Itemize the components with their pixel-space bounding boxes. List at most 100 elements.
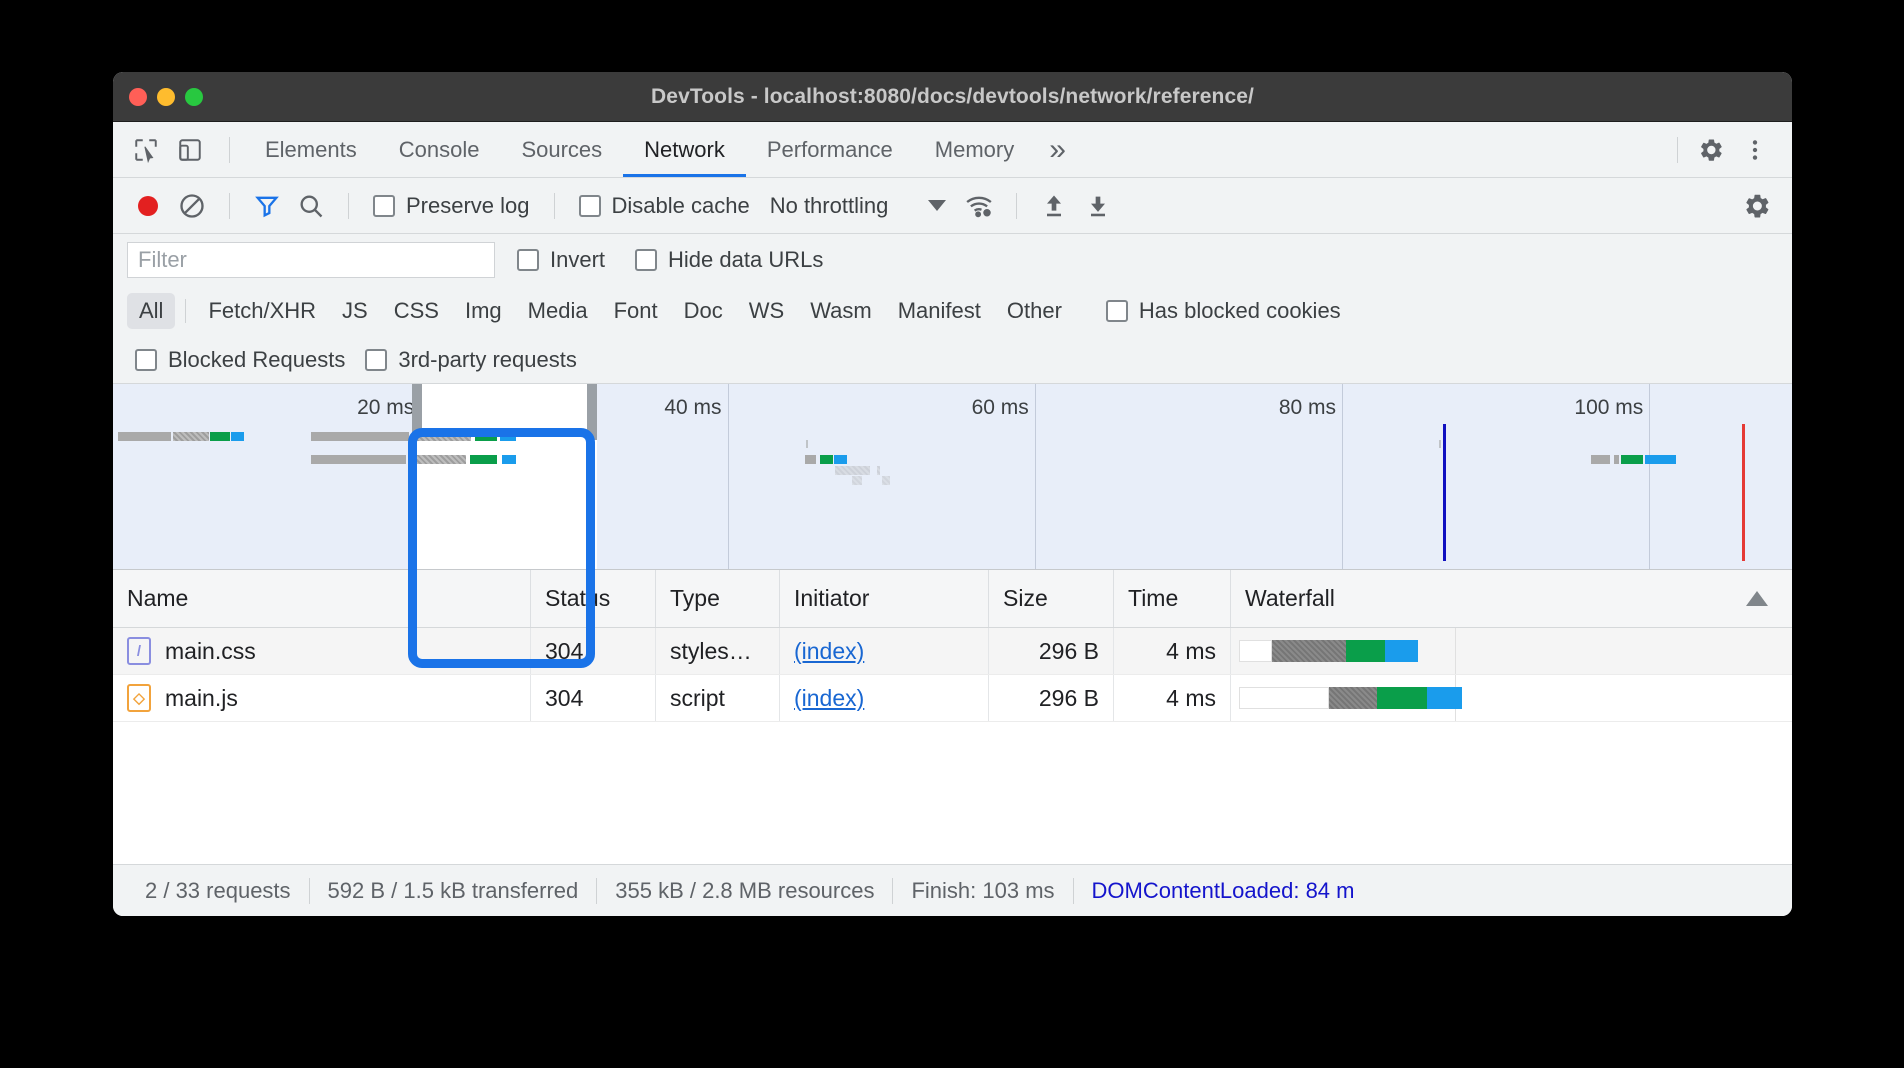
cell-status: 304 — [531, 675, 656, 721]
tab-elements[interactable]: Elements — [265, 136, 357, 162]
filter-input[interactable]: Filter — [127, 242, 495, 278]
funnel-filter-icon[interactable] — [246, 185, 288, 227]
sort-ascending-arrow-icon[interactable] — [1746, 591, 1768, 606]
type-filter-img[interactable]: Img — [464, 298, 502, 323]
disable-cache-label: Disable cache — [611, 192, 750, 218]
tab-network[interactable]: Network — [623, 122, 746, 177]
overview-tick-80ms: 80 ms — [1278, 396, 1337, 419]
waterfall-bar — [1239, 640, 1419, 662]
status-divider-2 — [596, 877, 598, 904]
blocked-requests-checkbox[interactable]: Blocked Requests — [127, 347, 353, 373]
tab-bar-actions — [1663, 131, 1792, 169]
cell-initiator[interactable]: (index) — [780, 675, 989, 721]
third-party-requests-box[interactable] — [365, 348, 388, 371]
type-filter-doc[interactable]: Doc — [683, 298, 723, 323]
record-stop-icon[interactable] — [127, 185, 169, 227]
overview-selection-window[interactable] — [411, 384, 597, 569]
throttling-value: No throttling — [769, 192, 889, 218]
request-name: main.css — [165, 637, 256, 664]
inspect-element-icon[interactable] — [127, 131, 165, 169]
devtools-tab-bar: Elements Console Sources Network Perform… — [113, 122, 1792, 178]
type-filter-other[interactable]: Other — [1006, 298, 1062, 323]
tab-memory[interactable]: Memory — [934, 136, 1015, 162]
hide-data-urls-checkbox[interactable]: Hide data URLs — [627, 247, 831, 273]
cell-initiator[interactable]: (index) — [780, 628, 989, 674]
column-header-waterfall[interactable]: Waterfall — [1231, 570, 1792, 627]
network-settings-gear-icon[interactable] — [1736, 185, 1778, 227]
maximize-window-button[interactable] — [185, 87, 203, 106]
table-row[interactable]: / main.css 304 styles… (index) 296 B 4 m… — [113, 628, 1792, 675]
cell-status: 304 — [531, 628, 656, 674]
table-row[interactable]: ◇ main.js 304 script (index) 296 B 4 ms — [113, 675, 1792, 722]
resource-type-filter-row: All Fetch/XHR JS CSS Img Media Font Doc … — [113, 286, 1792, 336]
tab-overflow-chevron[interactable]: » — [1049, 132, 1066, 166]
cell-name[interactable]: / main.css — [113, 628, 531, 674]
type-filter-manifest[interactable]: Manifest — [897, 298, 981, 323]
type-filter-all[interactable]: All — [127, 293, 176, 329]
upload-har-icon[interactable] — [1033, 185, 1075, 227]
column-header-initiator[interactable]: Initiator — [780, 570, 989, 627]
preserve-log-box[interactable] — [373, 194, 395, 217]
throttling-dropdown[interactable]: No throttling — [760, 193, 957, 219]
waterfall-bar — [1239, 687, 1463, 709]
status-transferred: 592 B / 1.5 kB transferred — [327, 877, 579, 903]
type-filter-media[interactable]: Media — [527, 298, 588, 323]
column-header-time[interactable]: Time — [1114, 570, 1231, 627]
cell-waterfall[interactable] — [1231, 675, 1792, 721]
invert-box[interactable] — [517, 249, 539, 271]
preserve-log-checkbox[interactable]: Preserve log — [365, 193, 538, 219]
tab-console[interactable]: Console — [398, 136, 480, 162]
cell-time: 4 ms — [1114, 675, 1231, 721]
status-finish: Finish: 103 ms — [911, 877, 1055, 903]
tab-sources[interactable]: Sources — [521, 136, 603, 162]
column-header-name[interactable]: Name — [113, 570, 531, 627]
status-requests: 2 / 33 requests — [145, 877, 291, 903]
cell-size: 296 B — [989, 675, 1114, 721]
load-event-marker — [1741, 424, 1745, 561]
more-vertical-icon[interactable] — [1736, 131, 1774, 169]
minimize-window-button[interactable] — [157, 87, 175, 106]
overview-selection-handle-left[interactable] — [411, 384, 422, 440]
tab-performance[interactable]: Performance — [766, 136, 893, 162]
status-resources: 355 kB / 2.8 MB resources — [615, 877, 875, 903]
device-toolbar-icon[interactable] — [171, 131, 209, 169]
clear-no-entry-icon[interactable] — [171, 185, 213, 227]
overview-gridline-80ms — [1342, 384, 1344, 569]
window-title: DevTools - localhost:8080/docs/devtools/… — [651, 84, 1254, 108]
gear-icon[interactable] — [1692, 131, 1730, 169]
cell-name[interactable]: ◇ main.js — [113, 675, 531, 721]
cell-time: 4 ms — [1114, 628, 1231, 674]
type-filter-css[interactable]: CSS — [393, 298, 439, 323]
network-overview-timeline[interactable]: 20 ms 40 ms 60 ms 80 ms 100 ms — [113, 384, 1792, 570]
type-filter-ws[interactable]: WS — [748, 298, 785, 323]
column-header-type[interactable]: Type — [656, 570, 780, 627]
close-window-button[interactable] — [129, 87, 147, 106]
type-filter-font[interactable]: Font — [613, 298, 658, 323]
toolbar-divider-1 — [229, 192, 230, 219]
overview-selection-handle-right[interactable] — [586, 384, 597, 440]
request-name: main.js — [165, 684, 238, 711]
column-header-status[interactable]: Status — [531, 570, 656, 627]
wifi-settings-icon[interactable] — [958, 185, 1000, 227]
blocked-requests-box[interactable] — [135, 348, 157, 371]
status-divider-1 — [308, 877, 310, 904]
type-filter-js[interactable]: JS — [342, 298, 368, 323]
hide-data-urls-box[interactable] — [635, 249, 658, 271]
type-filter-fetch-xhr[interactable]: Fetch/XHR — [208, 298, 317, 323]
disable-cache-checkbox[interactable]: Disable cache — [571, 193, 758, 219]
initiator-link[interactable]: (index) — [794, 684, 865, 711]
cell-size: 296 B — [989, 628, 1114, 674]
cell-waterfall[interactable] — [1231, 628, 1792, 674]
download-har-icon[interactable] — [1077, 185, 1119, 227]
has-blocked-cookies-box[interactable] — [1105, 300, 1128, 322]
filter-row: Filter Invert Hide data URLs — [113, 234, 1792, 286]
invert-checkbox[interactable]: Invert — [509, 247, 613, 273]
column-header-size[interactable]: Size — [989, 570, 1114, 627]
disable-cache-box[interactable] — [578, 194, 601, 217]
initiator-link[interactable]: (index) — [794, 637, 865, 664]
has-blocked-cookies-checkbox[interactable]: Has blocked cookies — [1098, 298, 1349, 324]
search-magnifier-icon[interactable] — [290, 185, 332, 227]
third-party-requests-checkbox[interactable]: 3rd-party requests — [357, 347, 585, 373]
table-empty-space — [113, 722, 1792, 864]
type-filter-wasm[interactable]: Wasm — [810, 298, 872, 323]
